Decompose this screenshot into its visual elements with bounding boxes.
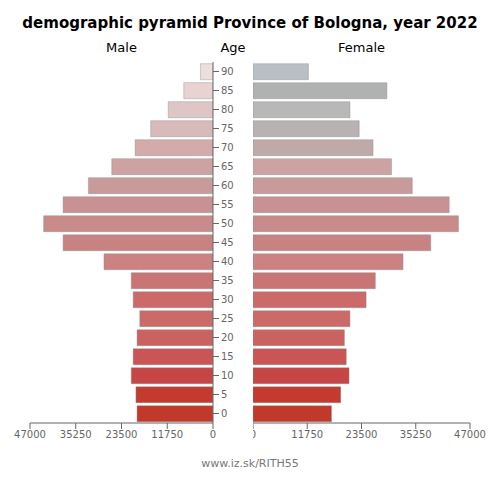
- svg-text:40: 40: [221, 256, 234, 267]
- svg-text:0: 0: [221, 408, 227, 419]
- svg-text:35: 35: [221, 275, 234, 286]
- svg-text:20: 20: [221, 332, 234, 343]
- svg-text:35250: 35250: [60, 429, 92, 440]
- svg-text:65: 65: [221, 161, 234, 172]
- html-text:Age: Age: [220, 40, 246, 55]
- svg-text:25: 25: [221, 313, 234, 324]
- svg-text:47000: 47000: [454, 429, 486, 440]
- svg-text:50: 50: [221, 218, 234, 229]
- svg-text:45: 45: [221, 237, 234, 248]
- svg-text:35250: 35250: [400, 429, 432, 440]
- svg-text:85: 85: [221, 85, 234, 96]
- html-text:demographic pyramid Province o: demographic pyramid Province of Bologna,…: [22, 14, 478, 32]
- svg-text:23500: 23500: [346, 429, 378, 440]
- html-text:www.iz.sk/RITH55: www.iz.sk/RITH55: [201, 457, 299, 470]
- html-text:Female: Female: [338, 40, 385, 55]
- svg-text:75: 75: [221, 123, 234, 134]
- svg-text:47000: 47000: [14, 429, 46, 440]
- svg-text:80: 80: [221, 104, 234, 115]
- svg-text:15: 15: [221, 351, 234, 362]
- html-text:Male: Male: [106, 40, 137, 55]
- svg-text:10: 10: [221, 370, 234, 381]
- svg-text:5: 5: [221, 389, 227, 400]
- svg-text:30: 30: [221, 294, 234, 305]
- svg-text:60: 60: [221, 180, 234, 191]
- svg-text:11750: 11750: [291, 429, 323, 440]
- svg-text:70: 70: [221, 142, 234, 153]
- svg-text:0: 0: [210, 429, 216, 440]
- svg-text:11750: 11750: [151, 429, 183, 440]
- svg-text:23500: 23500: [106, 429, 138, 440]
- svg-text:90: 90: [221, 66, 234, 77]
- svg-text:0: 0: [253, 429, 256, 440]
- svg-text:55: 55: [221, 199, 234, 210]
